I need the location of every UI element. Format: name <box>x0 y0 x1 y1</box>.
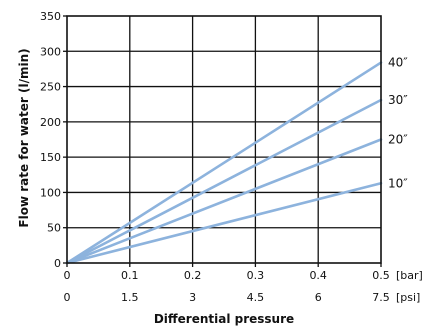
y-tick-label: 0 <box>54 257 61 270</box>
y-tick-label: 350 <box>40 10 61 23</box>
series-line <box>65 98 383 265</box>
x-tick-label-secondary: 0 <box>64 291 71 304</box>
plot-frame <box>63 15 382 267</box>
y-tick-label: 100 <box>40 186 61 199</box>
x-tick-label: 0.3 <box>247 269 265 282</box>
x-tick-label: 0 <box>64 269 71 282</box>
x-axis-title: Differential pressure <box>154 312 294 326</box>
plot-border <box>66 15 382 264</box>
series-line <box>65 181 383 265</box>
y-tick-label: 200 <box>40 116 61 129</box>
y-tick-label: 300 <box>40 45 61 58</box>
y-tick-label: 250 <box>40 81 61 94</box>
x-unit-secondary: [psi] <box>396 291 420 304</box>
y-tick-labels: 0 50 100 150 200 250 300 350 <box>40 10 61 270</box>
grid <box>67 16 381 263</box>
x-tick-label-secondary: 3 <box>189 291 196 304</box>
x-tick-label-secondary: 7.5 <box>372 291 390 304</box>
x-tick-label: 0.5 <box>372 269 390 282</box>
series-line <box>65 138 383 265</box>
x-tick-label: 0.1 <box>121 269 139 282</box>
x-tick-label: 0.2 <box>184 269 202 282</box>
series-label: 10″ <box>388 176 408 190</box>
series-label: 20″ <box>388 133 408 147</box>
x-tick-label-secondary: 1.5 <box>121 291 139 304</box>
y-tick-label: 150 <box>40 151 61 164</box>
x-tick-label-secondary: 4.5 <box>247 291 265 304</box>
x-unit-primary: [bar] <box>396 269 423 282</box>
series-lines <box>65 61 383 265</box>
x-tick-labels: 0 0.1 0.2 0.3 0.4 0.5 <box>64 269 390 282</box>
y-axis-title: Flow rate for water (l/min) <box>17 48 31 227</box>
series-line <box>65 61 383 265</box>
x-tick-label-secondary: 6 <box>315 291 322 304</box>
x-tick-label: 0.4 <box>309 269 327 282</box>
y-tick-label: 50 <box>47 222 61 235</box>
series-label: 30″ <box>388 93 408 107</box>
series-label: 40″ <box>388 56 408 70</box>
series-labels: 40″ 30″ 20″ 10″ <box>388 56 408 191</box>
x-tick-labels-secondary: 0 1.5 3 4.5 6 7.5 <box>64 291 390 304</box>
